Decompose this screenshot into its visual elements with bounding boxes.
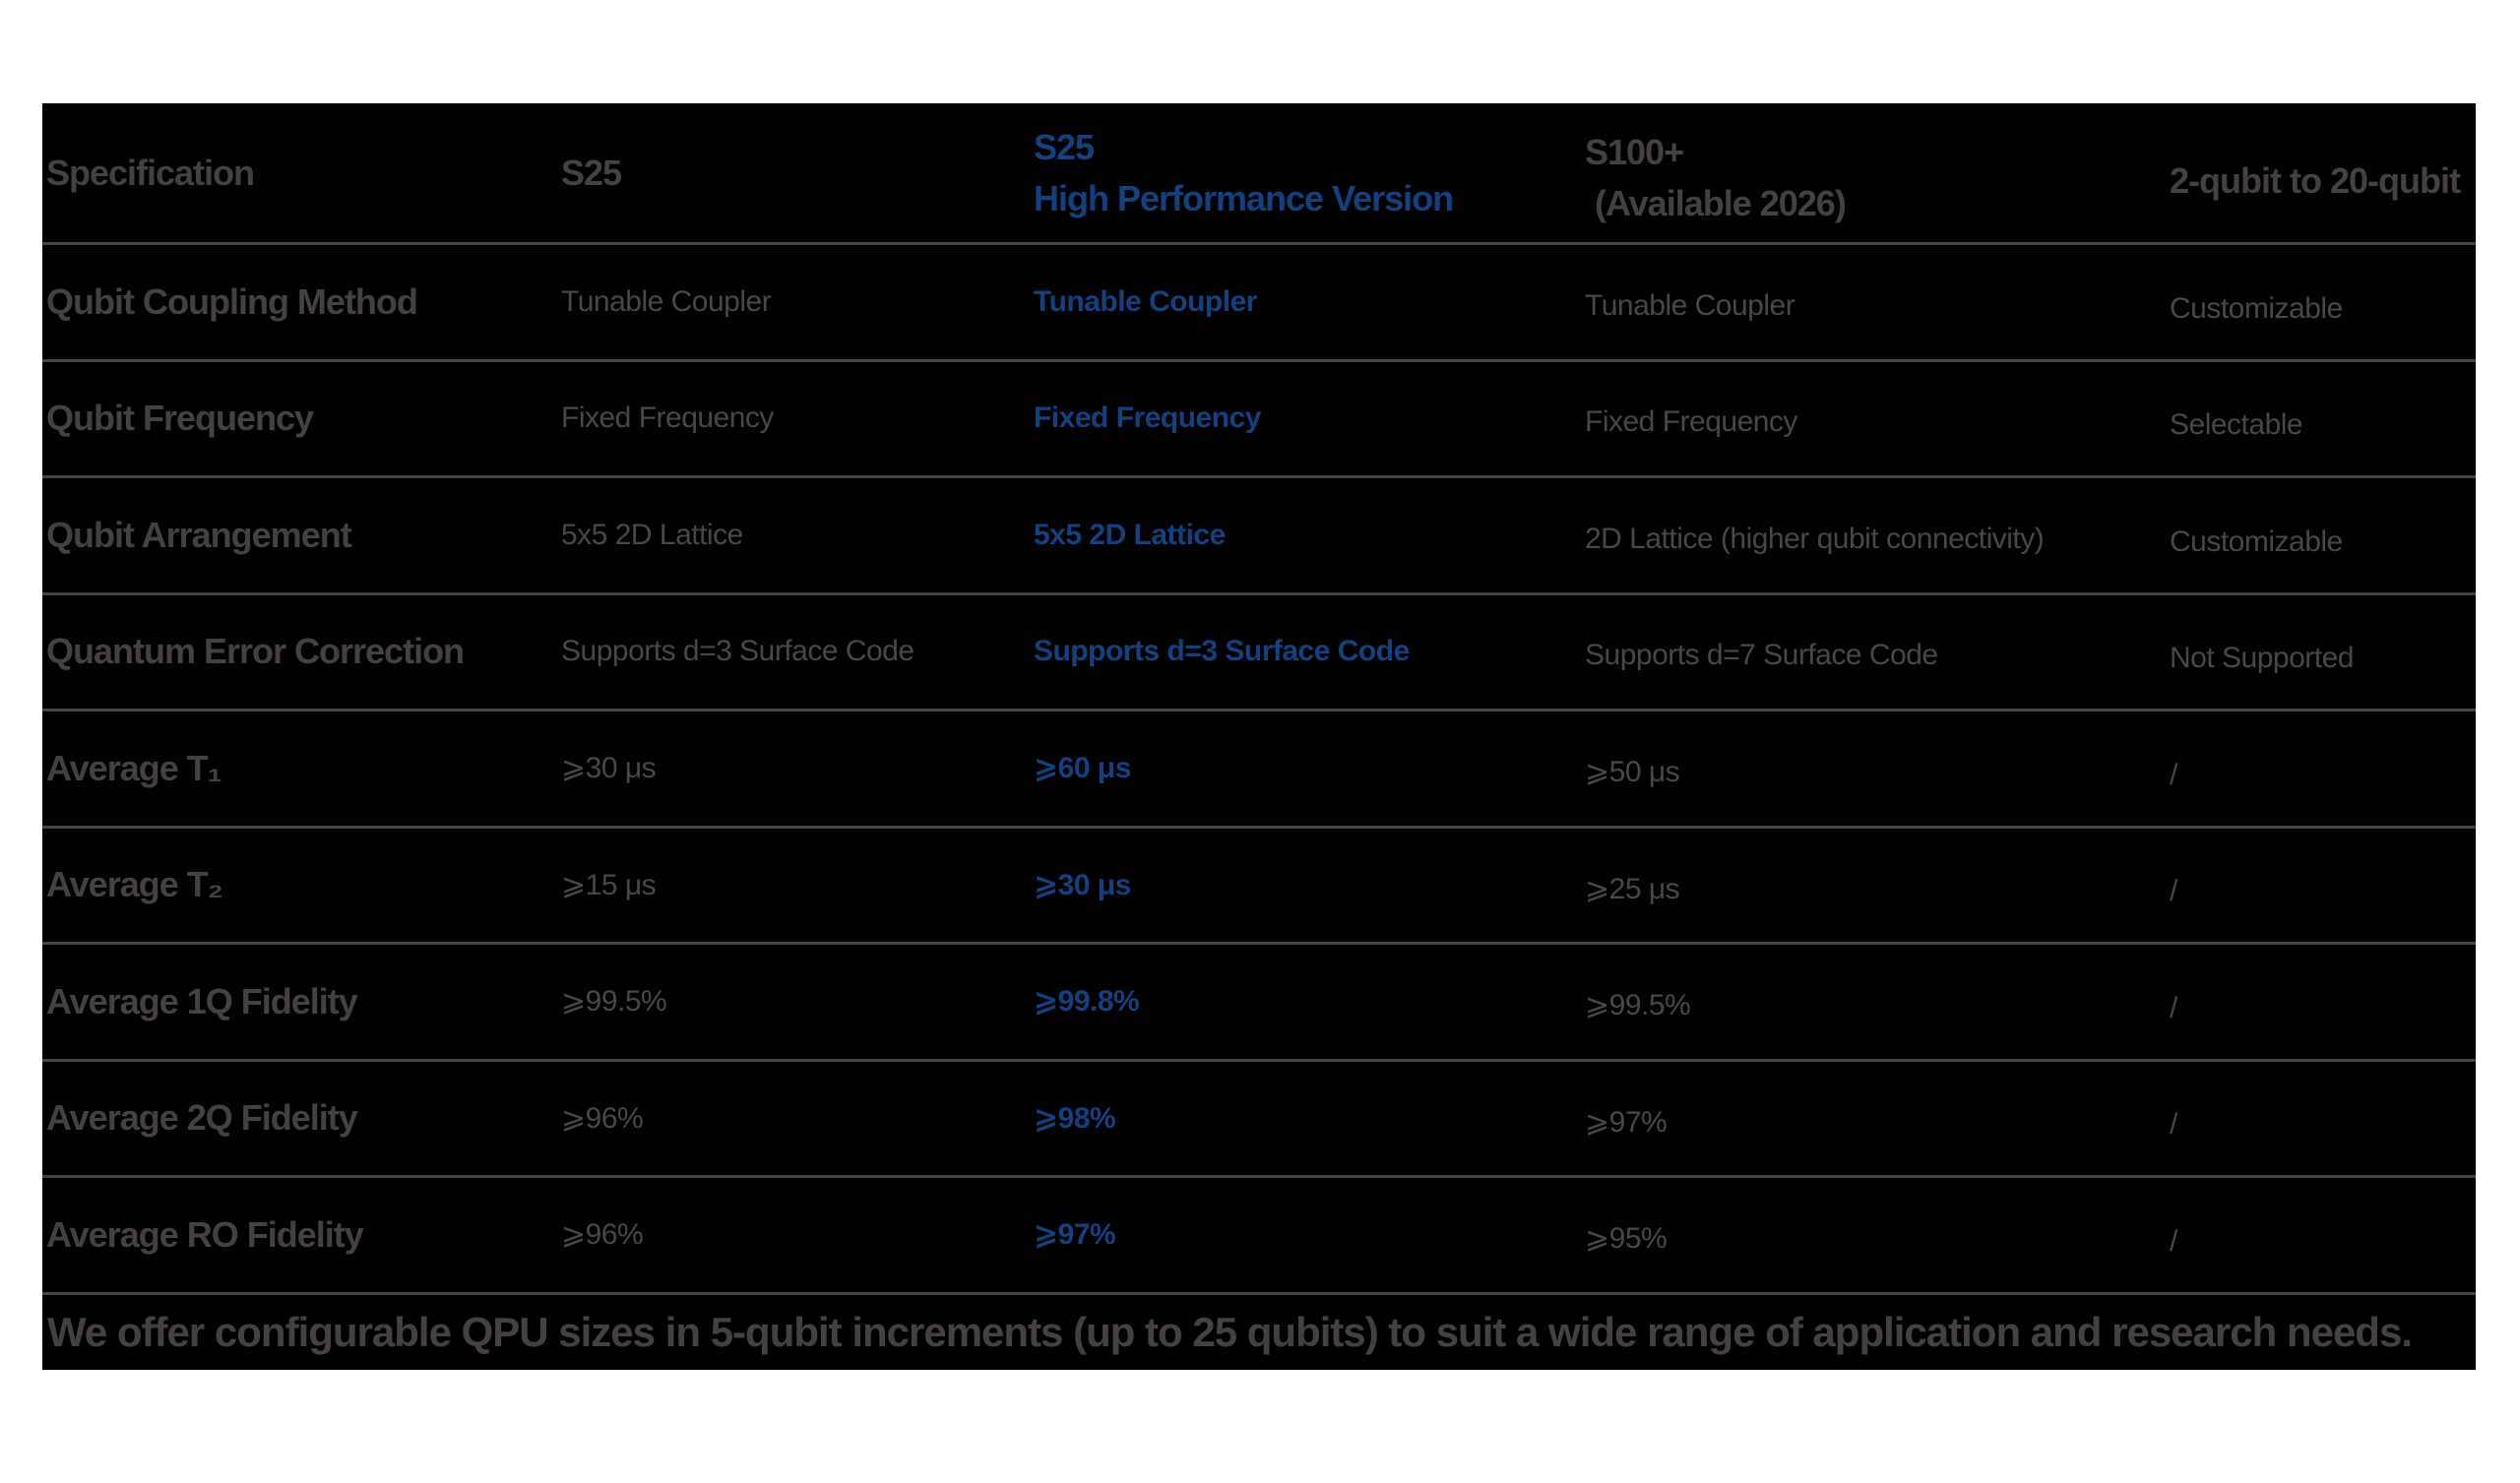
table-row: Qubit Arrangement 5x5 2D Lattice 5x5 2D … xyxy=(42,475,2476,592)
cell-s25: Tunable Coupler xyxy=(561,284,772,318)
cell-config: / xyxy=(2170,991,2177,1024)
cell-s100: ⩾99.5% xyxy=(1585,989,1691,1022)
cell-s25: Supports d=3 Surface Code xyxy=(561,635,914,668)
col-header-s100-line1: S100+ xyxy=(1585,131,1684,172)
col-header-s25-hp-line1: S25 xyxy=(1034,126,1095,167)
table-row: Qubit Frequency Fixed Frequency Fixed Fr… xyxy=(42,358,2476,476)
cell-s25: 5x5 2D Lattice xyxy=(561,518,743,551)
cell-s100: Supports d=7 Surface Code xyxy=(1585,639,1938,672)
table-row: Quantum Error Correction Supports d=3 Su… xyxy=(42,591,2476,710)
row-label: Qubit Coupling Method xyxy=(46,280,418,322)
col-header-s100: S100+ (Available 2026) xyxy=(1585,103,2170,242)
col-header-specification: Specification xyxy=(46,152,255,193)
table-row: Average T₂ ⩾15 μs ⩾30 μs ⩾25 μs / xyxy=(42,825,2476,943)
footer-note: We offer configurable QPU sizes in 5-qub… xyxy=(47,1308,2413,1355)
cell-s100: ⩾25 μs xyxy=(1585,872,1680,905)
row-label: Quantum Error Correction xyxy=(46,631,465,672)
row-label: Average T₂ xyxy=(46,864,223,905)
cell-s25: ⩾96% xyxy=(561,1218,644,1252)
cell-s25-hp: ⩾97% xyxy=(1034,1218,1116,1252)
cell-config: Selectable xyxy=(2170,408,2303,442)
row-label: Qubit Frequency xyxy=(46,398,314,439)
cell-s25: ⩾30 μs xyxy=(561,752,657,785)
cell-s25: ⩾99.5% xyxy=(561,985,667,1019)
cell-s100: 2D Lattice (higher qubit connectivity) xyxy=(1585,522,2045,555)
col-header-s25: S25 xyxy=(561,152,622,193)
cell-s25-hp: ⩾60 μs xyxy=(1034,752,1131,785)
table-row: Qubit Coupling Method Tunable Coupler Tu… xyxy=(42,242,2476,359)
col-header-s25-high-performance: S25 High Performance Version xyxy=(1034,103,1585,242)
cell-s100: Fixed Frequency xyxy=(1585,405,1797,439)
col-header-custom-range: 2-qubit to 20-qubit xyxy=(2170,159,2461,201)
cell-s25: Fixed Frequency xyxy=(561,402,774,435)
col-header-s25-hp-line2: High Performance Version xyxy=(1034,177,1454,218)
table-footer-row: We offer configurable QPU sizes in 5-qub… xyxy=(42,1291,2476,1371)
cell-config: / xyxy=(2170,1224,2177,1258)
cell-s25-hp: Tunable Coupler xyxy=(1034,284,1257,318)
cell-s100: Tunable Coupler xyxy=(1585,288,1796,322)
cell-s25-hp: ⩾30 μs xyxy=(1034,868,1131,901)
cell-config: Not Supported xyxy=(2170,642,2354,675)
table-row: Average 1Q Fidelity ⩾99.5% ⩾99.8% ⩾99.5%… xyxy=(42,942,2476,1059)
qpu-spec-table: Specification S25 S25 High Performance V… xyxy=(42,103,2476,1370)
row-label: Average 1Q Fidelity xyxy=(46,980,358,1021)
cell-s25-hp: Supports d=3 Surface Code xyxy=(1034,635,1410,668)
cell-s25-hp: ⩾99.8% xyxy=(1034,985,1140,1019)
row-label: Qubit Arrangement xyxy=(46,514,352,555)
cell-config: / xyxy=(2170,1108,2177,1142)
cell-config: Customizable xyxy=(2170,291,2343,325)
table-row: Average 2Q Fidelity ⩾96% ⩾98% ⩾97% / xyxy=(42,1058,2476,1176)
cell-s100: ⩾50 μs xyxy=(1585,756,1680,789)
cell-s25-hp: Fixed Frequency xyxy=(1034,402,1261,435)
cell-config: / xyxy=(2170,875,2177,908)
cell-config: / xyxy=(2170,758,2177,791)
table-row: Average T₁ ⩾30 μs ⩾60 μs ⩾50 μs / xyxy=(42,709,2476,826)
cell-s25: ⩾96% xyxy=(561,1101,644,1135)
cell-s100: ⩾95% xyxy=(1585,1222,1668,1256)
cell-s25: ⩾15 μs xyxy=(561,868,657,901)
cell-s100: ⩾97% xyxy=(1585,1105,1668,1139)
table-row: Average RO Fidelity ⩾96% ⩾97% ⩾95% / xyxy=(42,1175,2476,1292)
table-header-row: Specification S25 S25 High Performance V… xyxy=(42,103,2476,242)
row-label: Average RO Fidelity xyxy=(46,1213,364,1255)
col-header-s100-line2: (Available 2026) xyxy=(1595,182,1847,223)
row-label: Average 2Q Fidelity xyxy=(46,1097,358,1139)
cell-s25-hp: 5x5 2D Lattice xyxy=(1034,518,1226,551)
row-label: Average T₁ xyxy=(46,747,222,788)
cell-config: Customizable xyxy=(2170,525,2343,558)
cell-s25-hp: ⩾98% xyxy=(1034,1101,1116,1135)
